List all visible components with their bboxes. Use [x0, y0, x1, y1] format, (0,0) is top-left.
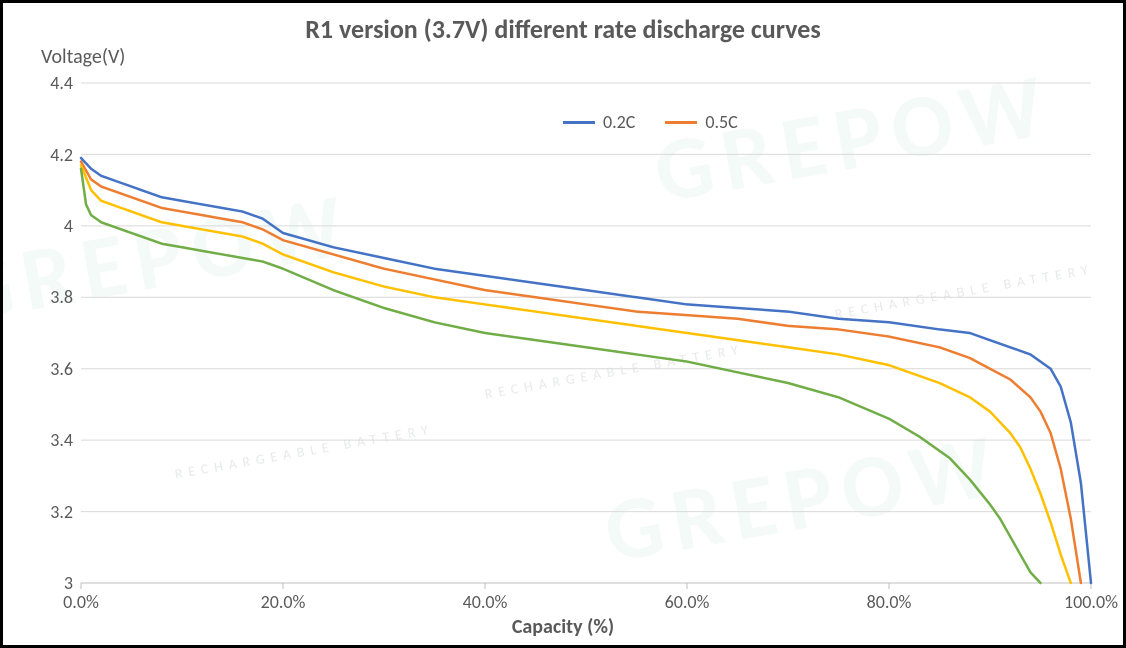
x-axis-title: Capacity (%) [3, 615, 1123, 639]
x-tick-label: 0.0% [41, 591, 121, 613]
legend-swatch [563, 121, 595, 124]
y-tick-label: 3.6 [23, 358, 73, 380]
x-tick-label: 60.0% [647, 591, 727, 613]
x-tick-label: 100.0% [1051, 591, 1126, 613]
legend-item-0.2C: 0.2C [563, 111, 635, 133]
x-tick-label: 80.0% [849, 591, 929, 613]
y-tick-label: 4.2 [23, 144, 73, 166]
legend-label: 0.2C [603, 111, 635, 133]
y-tick-label: 3.2 [23, 501, 73, 523]
x-tick-label: 40.0% [445, 591, 525, 613]
chart-title: R1 version (3.7V) different rate dischar… [3, 13, 1123, 45]
series-line-1.0C [81, 165, 1071, 583]
y-tick-label: 3.4 [23, 429, 73, 451]
y-tick-label: 4 [23, 215, 73, 237]
legend-swatch [665, 121, 697, 124]
y-tick-label: 4.4 [23, 72, 73, 94]
y-tick-label: 3.8 [23, 286, 73, 308]
legend: 0.2C 0.5C [563, 111, 738, 133]
legend-label: 0.5C [705, 111, 737, 133]
plot-area [81, 83, 1091, 591]
series-line-2.0C [81, 169, 1041, 583]
series-line-0.5C [81, 162, 1081, 583]
chart-container: GREPOW GREPOW GREPOW RECHARGEABLE BATTER… [0, 0, 1126, 648]
y-axis-title: Voltage(V) [41, 45, 125, 69]
x-tick-label: 20.0% [243, 591, 323, 613]
legend-item-0.5C: 0.5C [665, 111, 737, 133]
